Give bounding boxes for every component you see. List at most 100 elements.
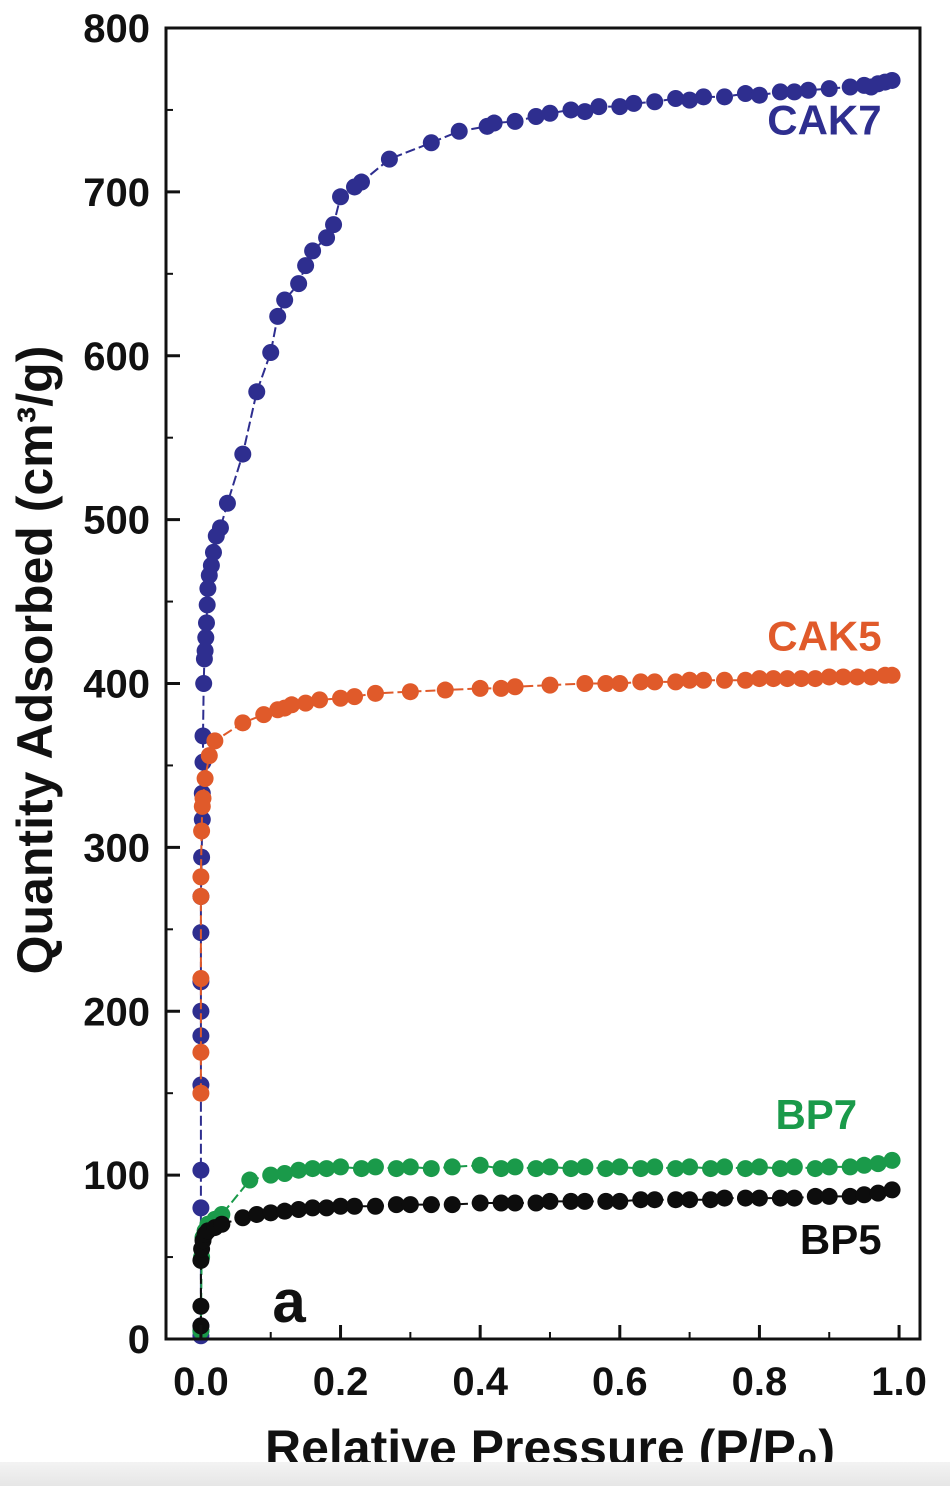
data-point xyxy=(192,969,210,987)
data-point xyxy=(646,1191,664,1209)
data-point xyxy=(736,671,754,689)
data-point xyxy=(785,1189,803,1207)
data-point xyxy=(192,1161,210,1179)
series-label: BP7 xyxy=(775,1091,857,1138)
data-point xyxy=(325,216,343,234)
data-point xyxy=(450,122,468,140)
data-point xyxy=(195,675,213,692)
tick-layer: 0 100 200 300 400 500 600 700 800 0.0 0.2 0.4 0.6 0.8… xyxy=(83,7,927,1404)
data-point xyxy=(346,1197,363,1215)
data-point xyxy=(422,134,440,152)
data-point xyxy=(632,1160,650,1178)
data-point xyxy=(290,275,308,293)
data-point xyxy=(841,78,859,96)
data-point xyxy=(276,291,294,309)
data-point xyxy=(541,1192,559,1210)
y-axis-title: Quantity Adsorbed (cm³/g) xyxy=(7,346,63,975)
y-tick-label: 800 xyxy=(83,7,150,51)
window-bottom-edge xyxy=(0,1462,950,1486)
series-bp5: BP5 xyxy=(192,1181,901,1335)
data-point xyxy=(541,1158,559,1176)
data-point xyxy=(318,1160,336,1178)
data-point xyxy=(597,1160,615,1178)
data-point xyxy=(869,1184,887,1202)
data-point xyxy=(562,1160,580,1178)
data-point xyxy=(262,1166,280,1184)
x-tick-label: 1.0 xyxy=(871,1360,927,1404)
data-point xyxy=(736,1160,754,1178)
data-point xyxy=(527,107,545,125)
data-point xyxy=(492,1160,510,1178)
data-point xyxy=(667,89,685,107)
data-point xyxy=(695,671,713,689)
data-point xyxy=(597,675,615,692)
data-point xyxy=(332,1158,350,1176)
data-point xyxy=(290,1161,308,1179)
data-point xyxy=(646,93,664,111)
data-point xyxy=(492,679,510,697)
data-point xyxy=(197,614,215,632)
series-cak5: CAK5 xyxy=(192,613,901,1102)
data-point xyxy=(199,579,217,597)
data-point xyxy=(736,1189,754,1207)
data-point xyxy=(192,1084,210,1102)
data-point xyxy=(667,1191,685,1209)
data-point xyxy=(192,868,210,886)
data-point xyxy=(213,1215,231,1233)
data-point xyxy=(590,98,608,116)
data-point xyxy=(196,770,214,788)
data-point xyxy=(750,86,768,104)
data-point xyxy=(883,666,901,684)
data-point xyxy=(806,1187,824,1205)
data-point xyxy=(206,732,224,750)
data-point xyxy=(262,343,280,361)
data-point xyxy=(192,1043,210,1061)
data-point xyxy=(716,1158,734,1176)
data-point xyxy=(764,670,782,688)
data-point xyxy=(883,1181,901,1199)
data-point xyxy=(562,1192,580,1210)
data-point xyxy=(401,683,419,701)
data-point xyxy=(702,1160,720,1178)
data-point xyxy=(248,1205,266,1223)
data-point xyxy=(192,1199,210,1217)
data-point xyxy=(192,1002,210,1020)
data-point xyxy=(736,85,754,103)
data-point xyxy=(332,1197,350,1215)
y-tick-label: 300 xyxy=(83,826,150,870)
data-point xyxy=(194,789,212,807)
data-point xyxy=(576,1192,594,1210)
data-point xyxy=(204,543,222,561)
data-point xyxy=(820,1187,838,1205)
series-label: CAK7 xyxy=(767,97,881,144)
data-point xyxy=(541,676,559,694)
data-point xyxy=(771,83,789,101)
data-point xyxy=(632,1191,650,1209)
data-point xyxy=(197,629,215,647)
data-point xyxy=(255,706,273,724)
data-point xyxy=(820,668,838,686)
y-tick-label: 100 xyxy=(83,1154,150,1198)
data-point xyxy=(667,673,685,691)
x-tick-label: 0.2 xyxy=(313,1360,369,1404)
data-point xyxy=(785,83,803,101)
data-point xyxy=(681,1191,699,1209)
x-tick-label: 0.6 xyxy=(592,1360,648,1404)
data-point xyxy=(346,688,363,706)
data-point xyxy=(855,1156,873,1174)
data-point xyxy=(702,1191,720,1209)
data-point xyxy=(806,670,824,688)
y-tick-label: 0 xyxy=(128,1318,150,1362)
data-point xyxy=(422,1160,440,1178)
data-point xyxy=(211,519,229,537)
data-point xyxy=(716,88,734,106)
data-point xyxy=(646,673,664,691)
data-point xyxy=(576,103,594,121)
series-line xyxy=(199,1188,893,1326)
data-point xyxy=(304,1199,322,1217)
data-point xyxy=(506,1194,524,1212)
data-point xyxy=(541,104,559,122)
data-point xyxy=(778,670,796,688)
